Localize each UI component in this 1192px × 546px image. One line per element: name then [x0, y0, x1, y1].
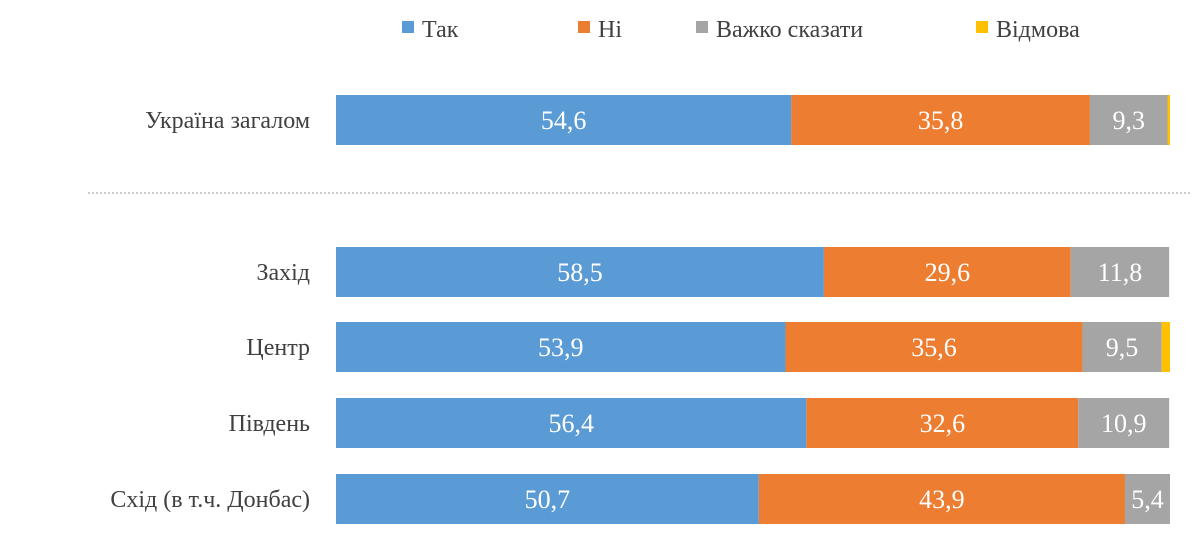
legend-swatch — [578, 21, 590, 33]
data-label: 29,6 — [925, 258, 971, 287]
bar-segment — [336, 95, 792, 145]
bar-segment — [336, 398, 807, 448]
data-label: 54,6 — [541, 106, 587, 135]
data-label: 56,4 — [548, 409, 594, 438]
legend-swatch — [402, 21, 414, 33]
data-label: 11,8 — [1098, 258, 1143, 287]
category-label: Центр — [246, 335, 310, 361]
legend-swatch — [696, 21, 708, 33]
bar-segment — [1167, 95, 1170, 145]
data-label: 50,7 — [525, 485, 571, 514]
bar-segment — [785, 322, 1083, 372]
legend-label: Важко сказати — [716, 17, 863, 43]
data-label: 58,5 — [557, 258, 603, 287]
bar-segment — [336, 474, 759, 524]
legend-label: Ні — [598, 17, 622, 43]
bar-segment — [1161, 322, 1170, 372]
legend-swatch — [976, 21, 988, 33]
data-label: 43,9 — [919, 485, 965, 514]
data-label: 9,5 — [1106, 333, 1139, 362]
legend-label: Відмова — [996, 17, 1080, 43]
legend: Так Ні Важко сказати Відмова — [402, 17, 1080, 43]
bar-segment — [336, 247, 824, 297]
bar-segment — [806, 398, 1079, 448]
data-label: 10,9 — [1101, 409, 1147, 438]
data-label: 5,4 — [1131, 485, 1164, 514]
bar-segment — [1078, 398, 1170, 448]
bar-segment — [1124, 474, 1170, 524]
data-label: 35,8 — [918, 106, 964, 135]
category-label: Захід — [256, 260, 310, 286]
category-label: Україна загалом — [145, 108, 310, 134]
data-label: 53,9 — [538, 333, 584, 362]
category-label: Південь — [229, 411, 310, 437]
data-label: 9,3 — [1112, 106, 1145, 135]
bar-segment — [758, 474, 1125, 524]
bar-segment — [1070, 247, 1170, 297]
bars: Україна загалом 54,6 35,8 9,3 Захід 58,5 29,6 1… — [110, 95, 1170, 524]
bar-segment — [823, 247, 1071, 297]
legend-label: Так — [422, 17, 459, 43]
bar-segment — [1082, 322, 1162, 372]
bar-segment — [1089, 95, 1168, 145]
bar-segment — [336, 322, 786, 372]
category-label: Схід (в т.ч. Донбас) — [110, 487, 310, 513]
bar-segment — [791, 95, 1090, 145]
data-label: 35,6 — [911, 333, 957, 362]
data-label: 32,6 — [920, 409, 966, 438]
